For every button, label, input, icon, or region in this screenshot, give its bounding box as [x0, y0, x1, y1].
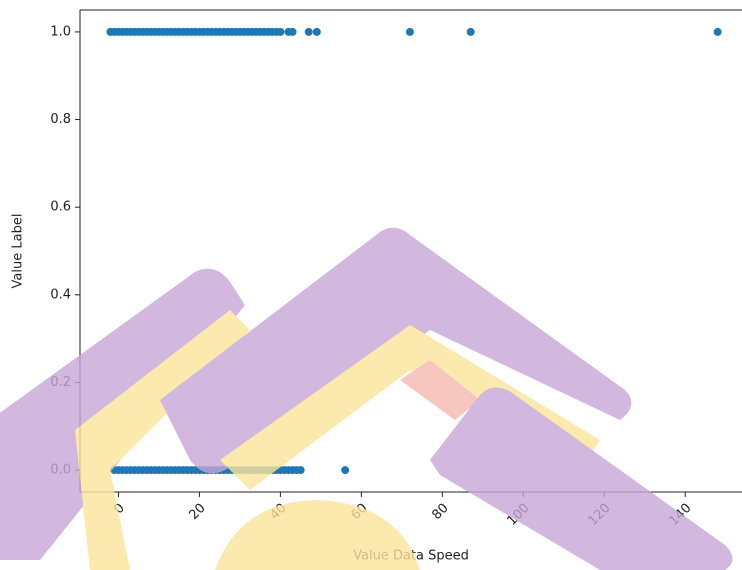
point: [467, 28, 475, 36]
chart: 0.00.20.40.60.81.0020406080100120140Valu…: [0, 0, 742, 570]
y-tick-label: 0.4: [50, 287, 71, 302]
x-tick-label: 80: [429, 501, 451, 523]
y-tick-label: 1.0: [50, 24, 71, 39]
overlay-shapes: [0, 228, 733, 570]
page: {"chart_data": {"type": "scatter", "x_la…: [0, 0, 742, 570]
point: [276, 28, 284, 36]
point: [305, 28, 313, 36]
point: [341, 466, 349, 474]
y-tick-label: 0.6: [50, 200, 71, 215]
shape: [430, 388, 733, 570]
shape: [215, 500, 420, 570]
y-tick-label: 0.8: [50, 112, 71, 127]
point: [406, 28, 414, 36]
point: [289, 28, 297, 36]
point: [714, 28, 722, 36]
x-tick-label: 20: [186, 501, 208, 523]
point: [297, 466, 305, 474]
y-axis-label: Value Label: [11, 214, 26, 289]
point: [313, 28, 321, 36]
